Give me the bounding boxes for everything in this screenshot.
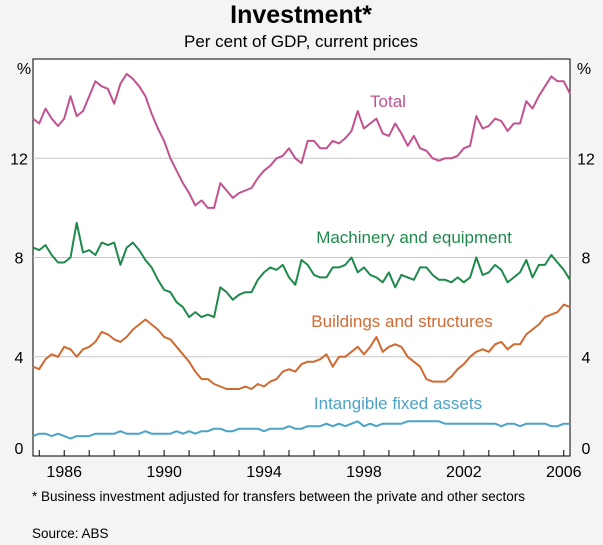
chart-subtitle: Per cent of GDP, current prices bbox=[184, 32, 418, 51]
x-tick-label: 1994 bbox=[246, 464, 282, 481]
y-tick-label-right: 8 bbox=[582, 251, 591, 268]
y-unit-right: % bbox=[577, 61, 591, 78]
series-label-1: Total bbox=[370, 92, 406, 111]
series-label-4: Intangible fixed assets bbox=[314, 394, 482, 413]
y-tick-label-right: 12 bbox=[577, 151, 595, 168]
y-tick-label-left: 12 bbox=[10, 151, 28, 168]
y-tick-label-left: 8 bbox=[15, 251, 24, 268]
x-tick-label: 1990 bbox=[146, 464, 182, 481]
x-tick-label: 1998 bbox=[346, 464, 382, 481]
source-note: Source: ABS bbox=[32, 526, 109, 541]
series-line-1 bbox=[32, 72, 571, 209]
x-axis: 1986 1990 1994 1998 2002 2006 bbox=[38, 450, 582, 481]
x-tick-label: 1986 bbox=[46, 464, 82, 481]
y-tick-label-right: 0 bbox=[582, 441, 591, 458]
y-unit-left: % bbox=[17, 61, 31, 78]
series-labels: Total Machinery and equipment Buildings an… bbox=[311, 92, 512, 413]
series-label-2: Machinery and equipment bbox=[316, 228, 512, 247]
x-tick-label: 2002 bbox=[446, 464, 482, 481]
series-lines bbox=[32, 72, 571, 440]
y-axis: 0 0 4 4 8 8 12 12 bbox=[10, 151, 595, 458]
series-line-3 bbox=[32, 303, 571, 390]
series-label-3: Buildings and structures bbox=[311, 312, 492, 331]
y-tick-label-right: 4 bbox=[582, 350, 591, 367]
y-tick-label-left: 0 bbox=[15, 441, 24, 458]
series-line-4 bbox=[32, 420, 570, 440]
footnote: * Business investment adjusted for trans… bbox=[32, 489, 526, 504]
y-tick-label-left: 4 bbox=[15, 350, 24, 367]
series-line-2 bbox=[32, 221, 571, 319]
x-tick-label: 2006 bbox=[546, 464, 582, 481]
chart-title: Investment* bbox=[230, 1, 372, 29]
